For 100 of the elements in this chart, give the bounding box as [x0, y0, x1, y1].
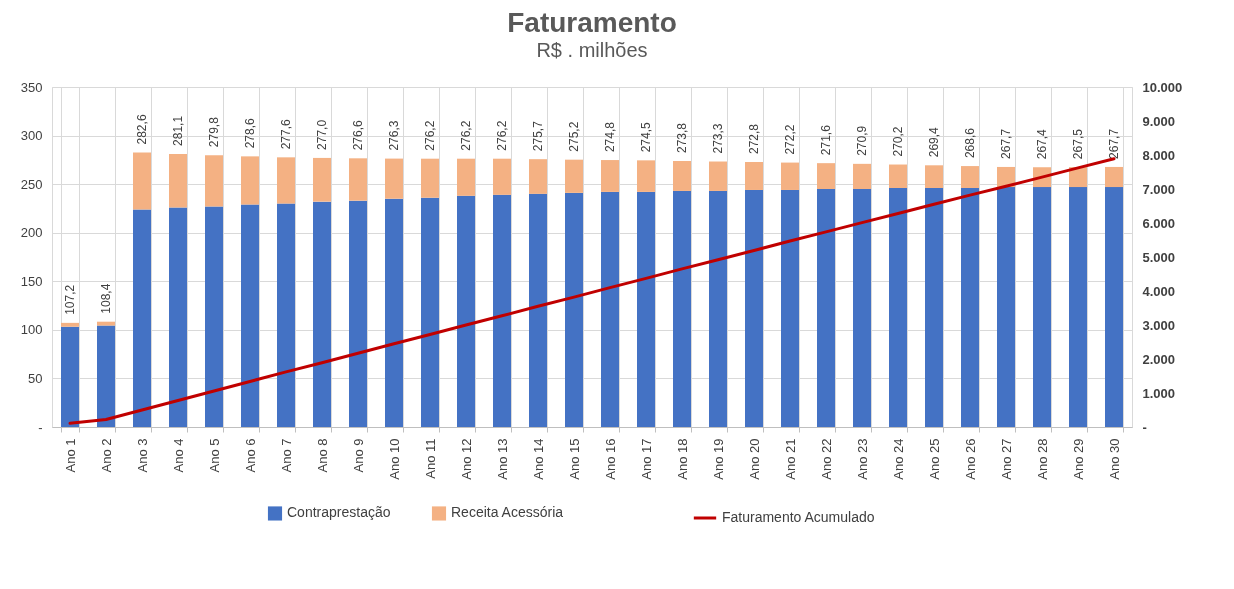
y-tick-label: 100 [20, 322, 43, 338]
legend-label: Faturamento Acumulado [722, 509, 875, 525]
y2-tick-label: - [1142, 419, 1147, 435]
total-label: 273,8 [675, 122, 689, 154]
y2-tick-label: 2.000 [1142, 351, 1176, 367]
bar [997, 187, 1015, 427]
bar [637, 160, 655, 192]
total-label: 274,8 [603, 121, 617, 153]
bar [385, 198, 403, 427]
total-label: 282,6 [135, 114, 149, 145]
bar [205, 206, 223, 427]
bar [421, 158, 439, 198]
bar [637, 191, 655, 427]
bar [1033, 187, 1051, 427]
bar [133, 209, 151, 427]
y2-tick-label: 8.000 [1142, 147, 1176, 163]
total-label: 276,2 [459, 120, 473, 151]
x-tick-label: Ano 3 [134, 438, 150, 473]
bar [133, 152, 151, 210]
y2-tick-label: 6.000 [1142, 215, 1176, 231]
total-label: 269,4 [927, 126, 941, 158]
x-tick-label: Ano 16 [602, 438, 618, 480]
bar [781, 189, 799, 427]
total-label: 278,6 [243, 118, 257, 149]
x-tick-label: Ano 2 [98, 438, 114, 473]
total-label: 279,8 [207, 116, 221, 148]
y2-tick-label: 5.000 [1142, 249, 1176, 265]
bar [205, 155, 223, 207]
y2-tick-label: 4.000 [1142, 283, 1176, 299]
x-tick-label: Ano 19 [710, 438, 726, 480]
bar [817, 163, 835, 189]
x-tick-label: Ano 23 [854, 438, 870, 480]
bar [529, 193, 547, 427]
bar [61, 326, 79, 427]
x-tick-label: Ano 14 [530, 438, 546, 480]
x-tick-label: Ano 5 [206, 438, 222, 473]
bar [745, 189, 763, 427]
bar [889, 164, 907, 189]
bar [853, 189, 871, 427]
x-tick-label: Ano 18 [674, 438, 690, 480]
x-tick-label: Ano 6 [242, 438, 258, 473]
total-label: 108,4 [99, 283, 113, 314]
bar [349, 158, 367, 201]
x-tick-label: Ano 24 [890, 438, 906, 480]
total-label: 276,6 [351, 119, 365, 151]
total-label: 275,2 [567, 121, 581, 152]
legend-label: Receita Acessória [451, 504, 564, 521]
bar [385, 158, 403, 199]
bar [781, 162, 799, 190]
total-label: 267,7 [999, 128, 1013, 159]
x-tick-label: Ano 21 [782, 438, 798, 480]
bar [889, 188, 907, 427]
bar [1069, 187, 1087, 427]
x-tick-label: Ano 30 [1106, 438, 1122, 480]
x-tick-label: Ano 7 [278, 438, 294, 473]
bar [421, 197, 439, 427]
x-tick-label: Ano 9 [350, 438, 366, 473]
y-tick-label: 200 [20, 225, 43, 241]
y2-tick-label: 1.000 [1142, 385, 1176, 401]
x-tick-label: Ano 15 [566, 438, 582, 480]
total-label: 273,3 [711, 123, 725, 154]
x-tick-label: Ano 17 [638, 438, 654, 480]
y-tick-label: 300 [20, 128, 43, 144]
y2-tick-label: 7.000 [1142, 181, 1176, 197]
bar [241, 204, 259, 427]
bar [97, 325, 115, 427]
chart-title: Faturamento [507, 7, 677, 38]
bar [709, 161, 727, 191]
y-tick-label: 150 [20, 273, 43, 289]
total-label: 276,3 [387, 120, 401, 151]
y2-tick-label: 10.000 [1142, 79, 1183, 95]
x-tick-label: Ano 29 [1070, 438, 1086, 480]
total-label: 267,7 [1107, 128, 1121, 159]
total-label: 276,2 [495, 120, 509, 151]
bar [457, 158, 475, 196]
y2-tick-label: 3.000 [1142, 317, 1176, 333]
total-label: 272,2 [783, 124, 797, 155]
x-tick-label: Ano 11 [422, 438, 438, 479]
total-label: 277,6 [279, 118, 293, 150]
bar [817, 189, 835, 427]
x-tick-label: Ano 12 [458, 438, 474, 480]
total-label: 271,6 [819, 124, 833, 156]
bar [601, 160, 619, 192]
total-label: 267,4 [1035, 128, 1049, 160]
y-tick-label: 250 [20, 176, 43, 192]
bar [565, 159, 583, 193]
bar [925, 165, 943, 189]
x-tick-label: Ano 13 [494, 438, 510, 480]
x-tick-label: Ano 4 [170, 438, 186, 473]
bar [673, 190, 691, 427]
bar [277, 157, 295, 204]
x-tick-label: Ano 1 [62, 438, 78, 473]
total-label: 272,8 [747, 123, 761, 154]
bar [349, 200, 367, 427]
bar [1105, 187, 1123, 427]
total-label: 277,0 [315, 119, 329, 150]
bar [97, 321, 115, 326]
bar [709, 190, 727, 427]
bar [169, 153, 187, 208]
x-tick-label: Ano 26 [962, 438, 978, 480]
